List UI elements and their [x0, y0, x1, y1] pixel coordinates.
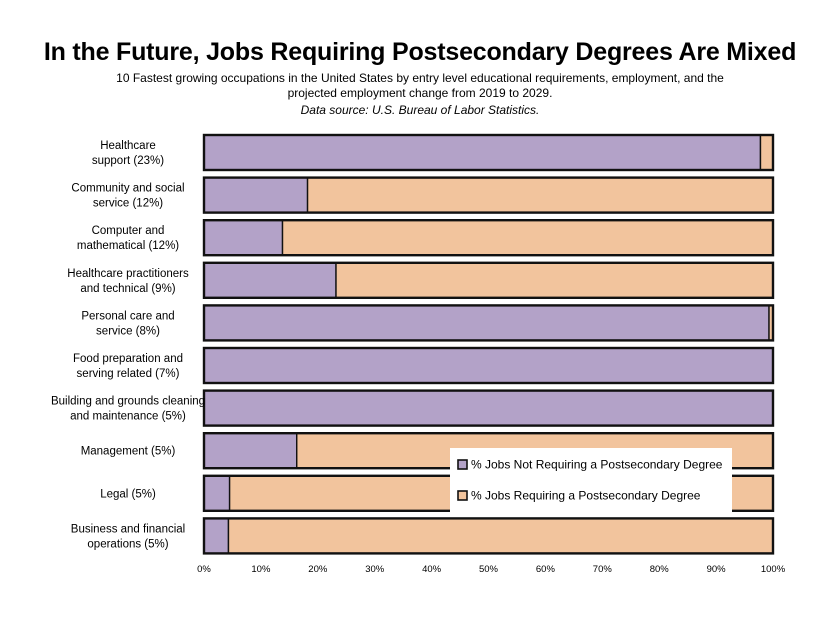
category-label: Community and social service (12%): [71, 183, 184, 210]
x-tick-label: 0%: [197, 564, 211, 575]
chart-title: In the Future, Jobs Requiring Postsecond…: [43, 38, 797, 66]
x-tick-label: 100%: [761, 564, 786, 575]
legend-label: % Jobs Requiring a Postsecondary Degree: [471, 489, 701, 503]
bar-not-requiring: [203, 347, 774, 384]
bar-requiring: [227, 517, 774, 555]
category-label: Personal care and service (8%): [81, 310, 174, 337]
bar-outline: [202, 261, 775, 299]
category-label: Legal (5%): [100, 488, 156, 500]
chart-source: Data source: U.S. Bureau of Labor Statis…: [300, 103, 540, 117]
category-label: Business and financial operations (5%): [71, 523, 185, 550]
bar-requiring: [306, 176, 774, 214]
legend-swatch: [457, 490, 468, 501]
bar-not-requiring: [203, 475, 231, 512]
bar-outline: [202, 304, 775, 342]
bar-not-requiring: [203, 432, 298, 469]
bar-outline: [202, 176, 775, 214]
bar-requiring: [335, 262, 774, 299]
bar-not-requiring: [203, 304, 770, 342]
x-tick-label: 10%: [251, 564, 271, 575]
x-tick-label: 60%: [536, 564, 556, 575]
category-label: Healthcare practitioners and technical (9…: [67, 268, 189, 295]
chart-subtitle: 10 Fastest growing occupations in the Un…: [116, 71, 724, 100]
bar-outline: [202, 389, 775, 427]
x-tick-label: 50%: [479, 564, 499, 575]
bar-requiring: [281, 219, 774, 256]
bar-outline: [202, 346, 775, 385]
bar-outline: [202, 133, 775, 172]
x-tick-label: 80%: [650, 564, 670, 575]
bar-not-requiring: [203, 389, 774, 427]
bar-requiring: [759, 134, 774, 171]
x-tick-label: 70%: [593, 564, 613, 575]
category-label: Healthcare support (23%): [92, 140, 164, 167]
bar-not-requiring: [203, 134, 762, 171]
legend-swatch: [457, 459, 468, 470]
bar-not-requiring: [203, 176, 309, 214]
category-label: Management (5%): [81, 446, 176, 458]
bar-not-requiring: [203, 262, 337, 299]
legend-label: % Jobs Not Requiring a Postsecondary Deg…: [471, 458, 723, 472]
x-tick-label: 40%: [422, 564, 442, 575]
category-label: Computer and mathematical (12%): [77, 225, 179, 252]
category-label: Building and grounds cleaning and mainten…: [51, 396, 205, 423]
bar-not-requiring: [203, 219, 284, 256]
bar-outline: [202, 218, 775, 257]
x-tick-label: 30%: [365, 564, 385, 575]
category-label: Food preparation and serving related (7%): [73, 353, 183, 380]
x-tick-label: 20%: [308, 564, 328, 575]
bar-outline: [202, 517, 775, 555]
bar-not-requiring: [203, 517, 230, 555]
legend-box: [450, 448, 732, 516]
x-tick-label: 90%: [707, 564, 727, 575]
